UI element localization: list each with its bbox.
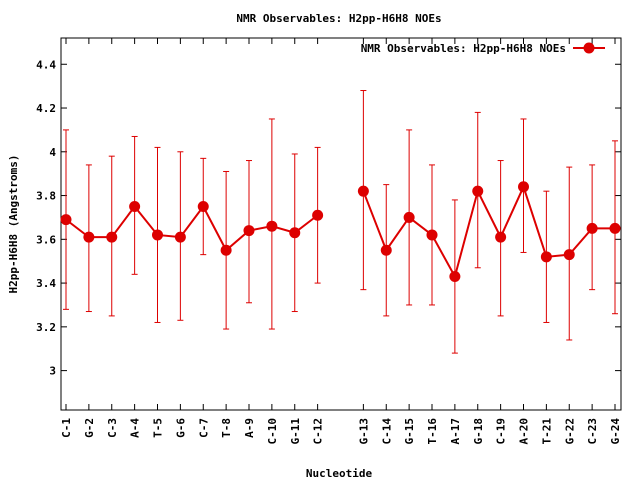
data-point [220,244,232,256]
data-point [609,222,621,234]
x-tick-label: C-1 [60,418,73,438]
x-tick-label: G-24 [609,418,622,445]
data-point [357,185,369,197]
data-point [495,231,507,243]
x-tick-label: C-7 [197,418,210,438]
series-points [60,181,621,283]
y-tick-label: 4.4 [36,58,56,71]
data-point [129,200,141,212]
y-tick-label: 3.8 [36,190,56,203]
x-tick-label: G-18 [472,418,485,445]
x-tick-label: A-9 [243,418,256,438]
x-tick-label: C-10 [266,418,279,445]
data-point [312,209,324,221]
legend: NMR Observables: H2pp-H6H8 NOEs [361,42,605,55]
x-tick-label: A-20 [518,418,531,445]
y-tick-label: 4.2 [36,102,56,115]
data-point [243,225,255,237]
x-tick-label: C-14 [380,418,393,445]
series-lines [65,184,615,280]
x-tick-label: G-11 [289,418,302,445]
data-point [403,211,415,223]
data-point [518,181,529,193]
data-point [380,244,392,256]
x-tick-label: T-5 [152,418,165,438]
plot-frame [60,37,622,411]
data-point [152,229,163,241]
x-tick-label: T-21 [540,418,553,445]
data-point [197,200,209,212]
data-point [174,231,186,243]
x-tick-label: G-13 [357,418,370,445]
x-axis: C-1 G-2 C-3 A-4 T-5 G-6 C-7 T-8 A-9 C-10 G-11 C-12 G… [60,38,622,445]
y-tick-label: 3 [49,365,56,378]
y-tick-label: 3.6 [36,233,56,246]
chart-title: NMR Observables: H2pp-H6H8 NOEs [236,12,441,25]
data-point [563,249,575,261]
x-tick-label: C-3 [106,418,119,438]
y-tick-label: 4 [49,146,56,159]
data-point [586,222,598,234]
x-tick-label: T-16 [426,418,439,445]
series-line [362,184,615,280]
x-tick-label: A-17 [449,418,462,445]
y-axis: 3 3.2 3.4 3.6 3.8 4 4.2 4.4 [36,58,621,378]
data-point [83,231,95,243]
data-point [60,214,72,226]
x-tick-label: C-19 [495,418,508,445]
x-tick-label: A-4 [129,418,142,438]
data-point [106,231,118,243]
x-tick-label: C-12 [312,418,325,445]
y-tick-label: 3.2 [36,321,56,334]
series-line [65,204,319,252]
x-tick-label: G-2 [83,418,96,438]
data-point [472,185,484,197]
x-tick-label: G-6 [174,418,187,438]
y-axis-label: H2pp-H6H8 (Angstroms) [7,154,20,293]
data-point [289,227,301,239]
x-tick-label: C-23 [586,418,599,445]
x-axis-label: Nucleotide [306,467,373,480]
x-tick-label: G-15 [403,418,416,445]
data-point [449,271,461,283]
x-tick-label: G-22 [563,418,576,445]
data-point [266,220,278,232]
x-tick-label: T-8 [220,418,233,438]
y-tick-label: 3.4 [36,277,56,290]
data-point [426,229,438,241]
legend-marker [583,42,595,54]
data-point [540,251,552,263]
legend-label: NMR Observables: H2pp-H6H8 NOEs [361,42,566,55]
